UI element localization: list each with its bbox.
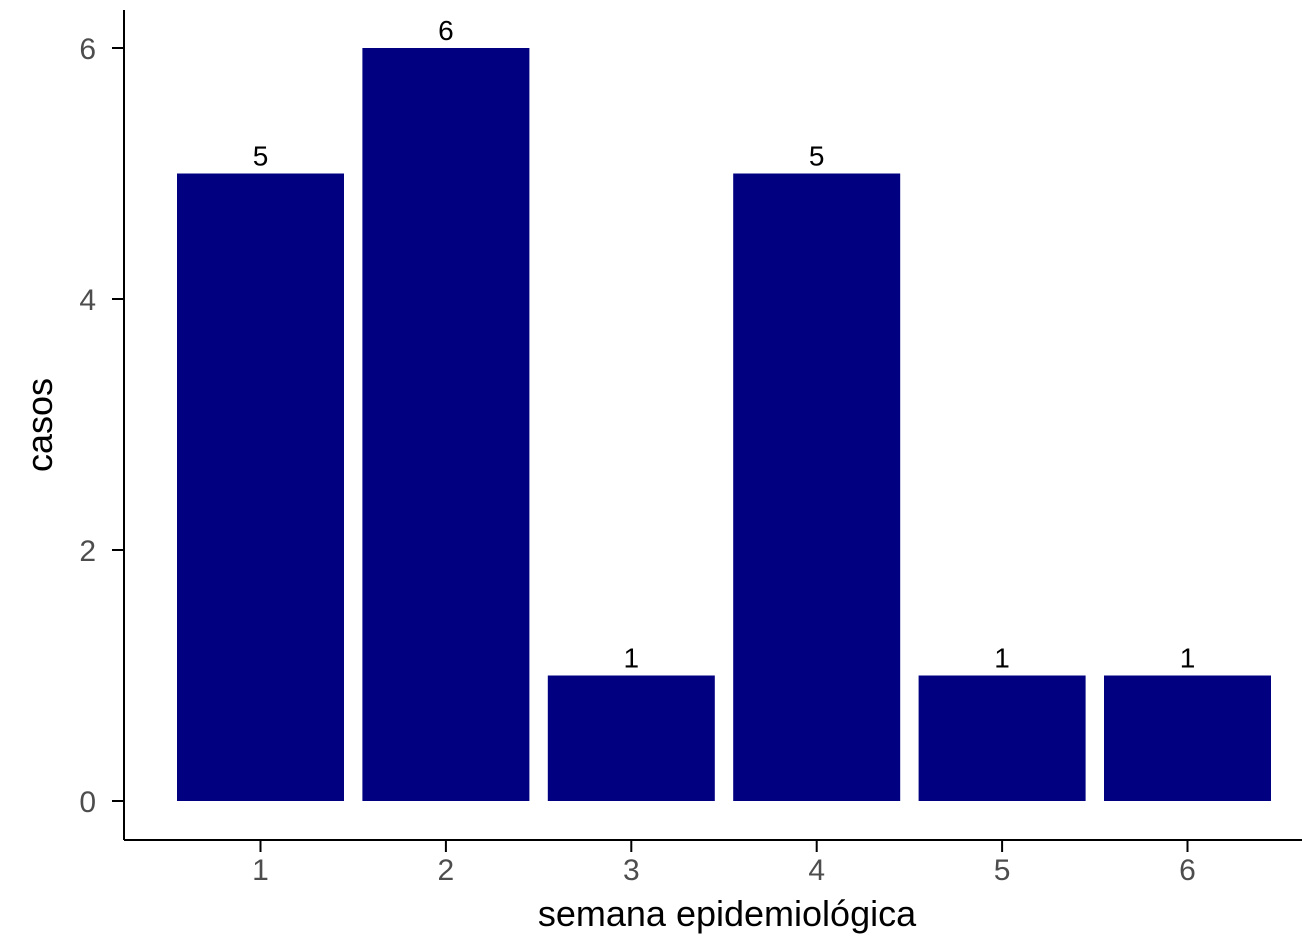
bar-value-label-4: 5 [809, 141, 825, 172]
y-tick-label-6: 6 [79, 33, 96, 66]
bar-value-label-3: 1 [624, 643, 640, 674]
y-tick-label-2: 2 [79, 535, 96, 568]
bar-6 [1104, 675, 1271, 801]
bar-2 [362, 48, 530, 801]
bar-value-label-2: 6 [438, 15, 454, 46]
bar-1 [177, 173, 344, 801]
x-tick-label-4: 4 [808, 854, 825, 887]
y-axis-ticks: 0 2 4 6 [79, 33, 124, 819]
bar-labels-group: 5 6 1 5 1 1 [253, 15, 1196, 674]
x-tick-label-5: 5 [994, 854, 1011, 887]
bar-3 [547, 675, 715, 801]
bars-group [177, 48, 1271, 801]
x-tick-label-2: 2 [438, 854, 455, 887]
bar-4 [733, 173, 901, 801]
bar-value-label-6: 1 [1180, 643, 1196, 674]
bar-5 [918, 675, 1086, 801]
bar-value-label-5: 1 [994, 643, 1010, 674]
bar-value-label-1: 5 [253, 141, 269, 172]
x-tick-label-6: 6 [1179, 854, 1196, 887]
x-axis-ticks: 1 2 3 4 5 6 [252, 840, 1196, 887]
x-axis-title: semana epidemiológica [538, 893, 917, 934]
y-tick-label-0: 0 [79, 786, 96, 819]
y-axis-title: casos [19, 378, 60, 472]
x-tick-label-1: 1 [252, 854, 269, 887]
y-tick-label-4: 4 [79, 284, 96, 317]
x-tick-label-3: 3 [623, 854, 640, 887]
